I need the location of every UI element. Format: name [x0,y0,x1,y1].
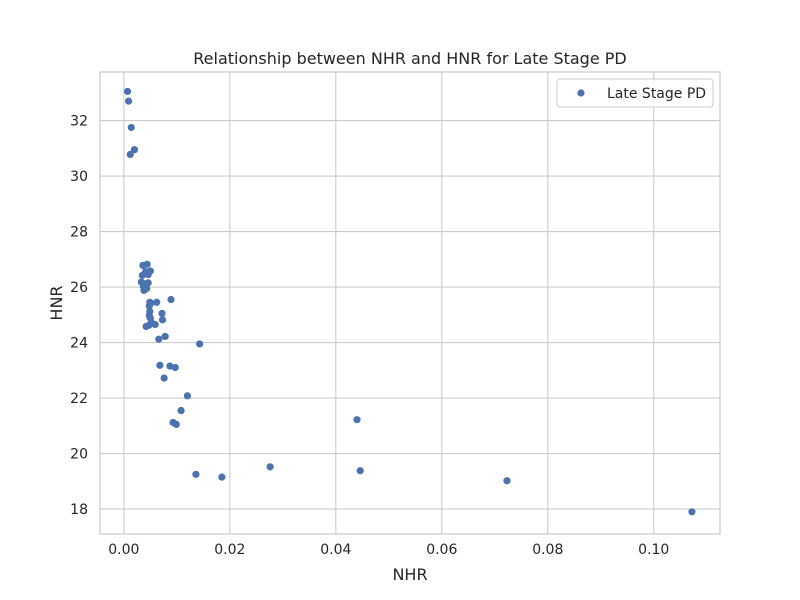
data-point [167,295,175,304]
x-tick-label: 0.10 [638,542,669,558]
legend-box [556,78,714,108]
data-point [177,406,185,415]
data-point [142,322,150,331]
data-point [183,392,192,400]
y-tick-label: 26 [70,280,88,296]
y-axis-label: HNR [47,285,66,320]
grid-lines [100,72,720,534]
legend-marker [577,89,585,97]
y-tick-label: 32 [70,114,88,130]
data-point [158,309,166,318]
x-tick-labels: 0.00 0.02 0.04 0.06 0.08 0.10 [108,542,669,558]
data-point [130,146,139,154]
y-tick-label: 28 [70,225,88,241]
data-point [353,416,361,424]
data-point [196,340,204,348]
data-point [123,87,132,96]
x-tick-label: 0.06 [426,542,457,558]
data-point [218,473,226,481]
data-point [126,150,134,159]
data-point [158,316,167,324]
data-point [688,508,696,516]
y-tick-label: 30 [70,169,88,185]
data-point [151,320,159,329]
data-point [153,298,161,306]
data-point [171,363,179,372]
plot-area [100,72,720,534]
data-point [161,332,169,341]
legend: Late Stage PD [556,78,714,108]
x-tick-label: 0.02 [214,542,245,558]
x-axis-label: NHR [392,565,427,584]
x-tick-label: 0.08 [532,542,563,558]
data-point [125,97,133,105]
data-point [138,271,146,279]
data-point [156,361,164,369]
data-point [266,463,274,471]
data-point [356,467,364,475]
y-tick-label: 18 [70,502,88,518]
x-tick-label: 0.00 [108,542,139,558]
data-point [503,477,511,485]
data-point [155,335,163,343]
data-point [140,286,148,294]
data-point [172,420,180,428]
data-point [143,260,151,268]
data-point [192,470,200,478]
plot-frame [99,71,721,535]
data-point [127,123,135,132]
legend-label: Late Stage PD [607,86,706,102]
y-tick-labels: 18 20 22 24 26 28 30 32 [70,114,88,518]
y-tick-label: 22 [70,391,88,407]
data-point [160,374,168,382]
y-tick-label: 24 [70,336,88,352]
data-points [123,87,696,516]
chart-title: Relationship between NHR and HNR for Lat… [193,49,626,68]
data-point [145,302,153,310]
x-tick-label: 0.04 [320,542,351,558]
y-tick-label: 20 [70,447,88,463]
